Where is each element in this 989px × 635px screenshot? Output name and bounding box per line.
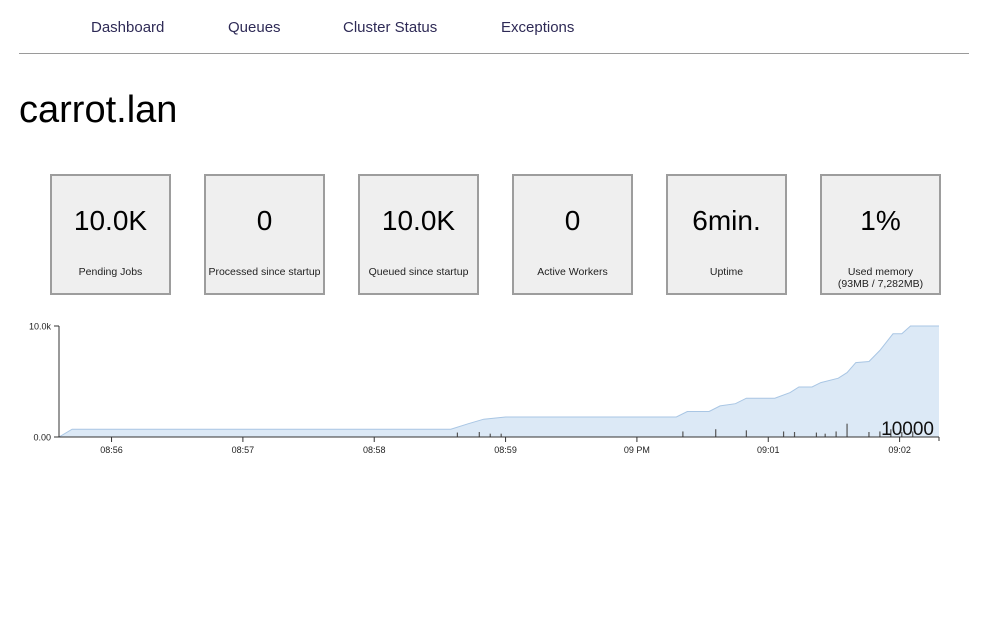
stat-queued: 10.0K Queued since startup: [358, 174, 479, 295]
x-tick-label: 08:59: [494, 445, 517, 455]
current-value-label: 10000: [881, 419, 934, 440]
series-line: [58, 325, 939, 438]
stat-label: Used memory: [847, 266, 914, 278]
y-tick-label: 10.0k: [29, 322, 52, 332]
stat-value: 0: [256, 205, 273, 236]
stat-active-workers: 0 Active Workers: [512, 174, 633, 295]
y-tick-label: 0.00: [33, 433, 51, 443]
pending-jobs-chart: 0.00 10.0k 08:56 08:57 08:58 08:59 09 PM 09:01 0…: [29, 322, 940, 455]
stat-value: 6min.: [692, 205, 761, 236]
stat-label: Active Workers: [537, 266, 608, 278]
stat-label: Uptime: [709, 266, 744, 278]
x-tick-label: 09:01: [757, 445, 780, 455]
stat-used-memory: 1% Used memory (93MB / 7,282MB): [820, 174, 941, 295]
stat-processed: 0 Processed since startup: [204, 174, 325, 295]
nav-link-exceptions[interactable]: Exceptions: [501, 19, 575, 36]
stat-value: 10.0K: [73, 205, 148, 236]
top-nav: Dashboard Queues Cluster Status Exceptio…: [19, 0, 969, 54]
stat-label: Processed since startup: [208, 266, 321, 278]
stat-pending-jobs: 10.0K Pending Jobs: [50, 174, 171, 295]
nav-link-dashboard[interactable]: Dashboard: [91, 19, 165, 36]
stat-value: 1%: [860, 205, 901, 236]
x-tick-label: 08:56: [100, 445, 123, 455]
stat-sub-label: (93MB / 7,282MB): [837, 278, 924, 290]
x-tick-label: 08:57: [232, 445, 255, 455]
x-tick-label: 09:02: [888, 445, 911, 455]
stat-uptime: 6min. Uptime: [666, 174, 787, 295]
series-area: [59, 326, 939, 437]
x-tick-label: 09 PM: [624, 445, 650, 455]
page-title: carrot.lan: [19, 89, 178, 131]
nav-link-queues[interactable]: Queues: [228, 19, 281, 36]
stat-value: 10.0K: [381, 205, 456, 236]
stat-label: Pending Jobs: [78, 266, 143, 278]
x-tick-label: 08:58: [363, 445, 386, 455]
nav-link-cluster-status[interactable]: Cluster Status: [343, 19, 438, 36]
stat-value: 0: [564, 205, 581, 236]
stat-label: Queued since startup: [368, 266, 469, 278]
